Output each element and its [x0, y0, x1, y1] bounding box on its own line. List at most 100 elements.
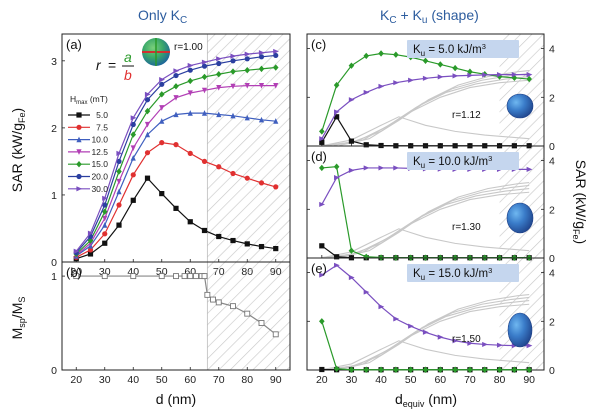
- data-point: [437, 334, 444, 340]
- x-tick-label: 70: [213, 374, 225, 386]
- data-point: [116, 188, 122, 195]
- data-point: [526, 366, 532, 373]
- title-right: KC + Ku (shape): [380, 7, 479, 26]
- data-point: [511, 74, 518, 82]
- data-point: [526, 72, 533, 78]
- panel-label: (c): [311, 37, 326, 52]
- ghost-curve: [333, 296, 530, 371]
- y-tick-label: 4: [549, 156, 555, 168]
- legend-marker: [76, 173, 82, 180]
- data-point: [452, 338, 459, 344]
- data-point: [496, 366, 503, 373]
- title-left: Only KC: [138, 7, 187, 26]
- data-point: [173, 83, 179, 90]
- series-30-0: [73, 48, 279, 254]
- x-tick-label: 90: [523, 374, 535, 386]
- y-axis-label-sar-left: SAR (kW/gFe): [9, 108, 27, 192]
- data-point: [187, 150, 193, 156]
- data-point: [348, 97, 355, 103]
- data-point: [201, 59, 208, 65]
- data-point: [348, 366, 355, 373]
- data-point: [102, 215, 108, 222]
- data-point: [273, 48, 279, 55]
- svg-text:=: =: [108, 57, 116, 73]
- data-point: [378, 83, 385, 89]
- y-tick-label: 2: [549, 316, 555, 328]
- r-value-a: r=1.00: [174, 42, 203, 53]
- data-point: [181, 273, 188, 280]
- data-point: [116, 150, 123, 156]
- data-point: [101, 208, 108, 215]
- r-value-label: r=1.50: [452, 334, 481, 345]
- data-point: [467, 72, 474, 78]
- data-point: [215, 299, 222, 306]
- data-point: [422, 366, 429, 373]
- data-point: [258, 243, 265, 250]
- legend-entry-30-0: 30.0: [68, 184, 108, 194]
- data-point: [526, 343, 533, 349]
- data-point: [333, 81, 340, 89]
- ghost-curve: [321, 340, 530, 371]
- data-point: [230, 237, 236, 244]
- panel-label: (d): [311, 149, 327, 164]
- data-point: [273, 83, 279, 89]
- data-point: [363, 89, 370, 96]
- data-point: [378, 50, 384, 57]
- legend-label: 10.0: [91, 135, 108, 145]
- data-point: [334, 114, 340, 120]
- data-point: [173, 205, 179, 211]
- data-point: [333, 365, 340, 372]
- y-tick-label: 4: [549, 44, 555, 56]
- data-point: [230, 53, 237, 59]
- data-point: [102, 231, 108, 237]
- data-point: [319, 128, 325, 135]
- x-tick-label: 60: [184, 374, 196, 386]
- data-point: [130, 121, 136, 128]
- legend-marker: [76, 149, 82, 155]
- x-tick-label: 40: [127, 374, 139, 386]
- data-point: [216, 60, 222, 67]
- ku-box: Ku = 5.0 kJ/m3: [407, 40, 519, 58]
- data-point: [173, 68, 180, 74]
- data-point: [363, 52, 370, 60]
- data-point: [173, 95, 179, 101]
- data-point: [102, 240, 108, 246]
- data-point: [73, 273, 80, 280]
- data-point: [437, 61, 444, 68]
- data-point: [144, 121, 151, 128]
- x-tick-label: 60: [434, 374, 446, 386]
- data-point: [319, 139, 325, 145]
- data-point: [210, 296, 217, 303]
- data-point: [130, 145, 136, 151]
- data-point: [130, 115, 137, 121]
- data-point: [192, 273, 199, 280]
- ku-box-label: Ku = 10.0 kJ/m3: [413, 154, 492, 170]
- data-point: [273, 245, 279, 252]
- data-point: [258, 65, 265, 73]
- series-10-0: [73, 110, 279, 259]
- data-point: [87, 230, 94, 236]
- data-point: [144, 97, 151, 103]
- data-point: [452, 64, 458, 72]
- ghost-curve: [333, 184, 530, 259]
- series-line: [321, 167, 530, 205]
- x-tick-label: 90: [270, 374, 282, 386]
- ghost-curve: [333, 72, 530, 147]
- ghost-curve: [339, 293, 530, 371]
- data-point: [130, 197, 136, 203]
- ghost-curve: [339, 181, 530, 259]
- data-point: [87, 251, 94, 257]
- data-point: [102, 195, 108, 201]
- data-point: [244, 83, 250, 89]
- data-point: [244, 241, 250, 247]
- legend-marker: [76, 161, 82, 168]
- data-point: [159, 118, 165, 124]
- data-point: [144, 91, 151, 97]
- data-point: [258, 180, 265, 186]
- ghost-curve: [327, 76, 530, 147]
- data-point: [244, 56, 250, 62]
- data-point: [378, 366, 384, 373]
- x-tick-label: 50: [405, 374, 417, 386]
- data-point: [215, 71, 222, 78]
